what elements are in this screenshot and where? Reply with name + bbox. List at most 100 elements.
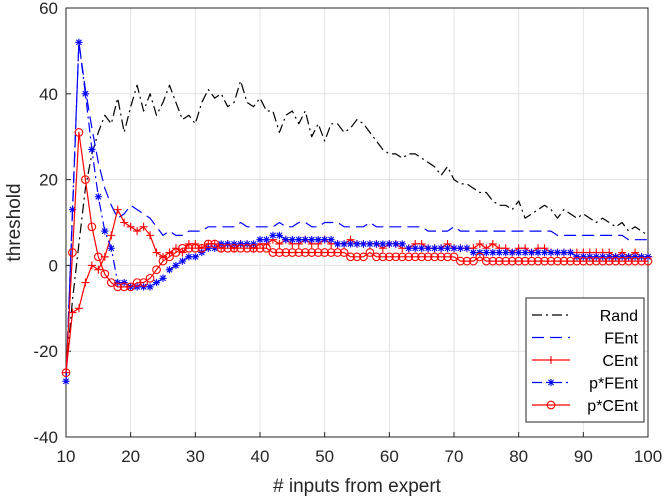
series-line-p-cent [65,131,648,373]
data-point-p-cent [145,273,155,283]
data-point-p-cent [559,256,569,266]
data-point-p-cent [255,243,265,253]
data-point-p-cent [572,256,582,266]
data-point-p-cent [391,252,401,262]
data-point-p-cent [236,243,245,253]
data-point-p-cent [216,243,226,253]
plot-frame [65,7,649,438]
x-tick-label: 20 [121,447,140,466]
legend-label-p-fent: p*FEnt [589,376,638,393]
data-point-p-fent [502,248,510,257]
data-point-p-fent [534,248,542,257]
data-point-cent [94,265,103,274]
data-point-p-cent [475,252,485,262]
data-point-p-fent [152,278,161,287]
data-point-p-fent [495,248,503,257]
data-point-p-fent [385,240,393,248]
data-point-p-cent [74,128,84,137]
x-tick-label: 70 [445,447,464,466]
data-point-p-fent [379,240,387,248]
data-point-p-cent [320,248,330,257]
data-point-p-cent [184,243,194,253]
data-point-p-cent [604,256,614,266]
data-point-p-fent [515,248,523,257]
data-point-p-fent [94,193,102,201]
data-point-p-cent [359,252,368,262]
data-point-p-fent [424,244,432,252]
legend-label-p-cent: p*CEnt [587,398,638,415]
data-point-p-fent [553,248,562,257]
data-point-cent [139,222,148,231]
data-point-p-cent [404,252,414,262]
data-point-p-cent [481,256,491,266]
data-point-cent [126,222,135,231]
data-point-p-cent [81,175,90,184]
data-point-p-cent [87,222,97,232]
legend-label-cent: CEnt [602,353,638,370]
data-point-p-cent [553,256,562,266]
data-point-p-fent [547,248,555,257]
data-point-p-cent [533,256,543,266]
data-point-p-cent [507,256,517,266]
data-point-p-cent [346,252,355,262]
data-point-p-cent [585,256,595,266]
data-point-p-fent [191,253,199,261]
data-point-p-cent [307,248,317,257]
data-point-p-cent [119,282,129,292]
data-point-p-cent [514,256,524,266]
data-point-p-fent [262,236,271,244]
data-point-p-cent [546,256,556,266]
y-tick-label: 20 [39,171,58,190]
data-point-p-cent [275,248,284,257]
data-point-p-cent [113,282,123,292]
y-tick-label: -20 [33,342,58,361]
data-point-p-fent [489,248,497,257]
data-point-p-cent [287,248,297,257]
data-point-cent [120,218,129,227]
data-point-p-cent [469,256,478,266]
data-point-p-cent [540,256,549,266]
series-p-cent [61,128,653,378]
data-point-p-fent [321,236,329,244]
data-point-p-cent [520,256,530,266]
data-point-p-cent [68,248,77,257]
data-point-p-fent [431,244,439,252]
data-point-p-cent [268,248,278,257]
data-point-p-fent [107,244,115,252]
x-tick-label: 10 [57,447,76,466]
data-point-p-cent [229,243,239,253]
data-point-p-fent [81,90,89,98]
series-line-fent [65,41,648,382]
data-point-p-fent [172,261,180,269]
x-tick-label: 90 [574,447,593,466]
data-point-p-fent [314,236,322,244]
data-point-p-cent [566,256,575,266]
x-tick-label: 30 [186,447,205,466]
legend-label-fent: FEnt [604,331,638,348]
data-point-p-fent [405,244,413,252]
data-point-p-fent [437,244,445,252]
data-point-cent [107,231,116,240]
legend-marker-cent [547,356,555,364]
x-tick-label: 100 [634,447,662,466]
data-point-p-fent [178,257,186,265]
data-point-p-fent [456,244,465,252]
data-point-p-fent [301,236,309,244]
data-point-p-fent [62,377,70,385]
data-point-p-fent [295,236,303,244]
data-point-p-cent [443,252,452,262]
data-point-p-cent [294,248,304,257]
data-point-cent [488,239,497,248]
data-point-p-cent [617,256,627,266]
data-point-p-cent [326,248,336,257]
data-point-p-cent [352,252,362,262]
data-point-p-cent [190,243,200,253]
series-fent [65,41,648,382]
data-point-p-fent [340,240,348,248]
data-point-p-cent [300,248,310,257]
data-point-cent [146,231,155,240]
data-point-p-cent [591,256,601,266]
x-tick-label: 80 [509,447,528,466]
data-point-p-cent [378,252,388,262]
data-point-p-cent [165,252,174,262]
